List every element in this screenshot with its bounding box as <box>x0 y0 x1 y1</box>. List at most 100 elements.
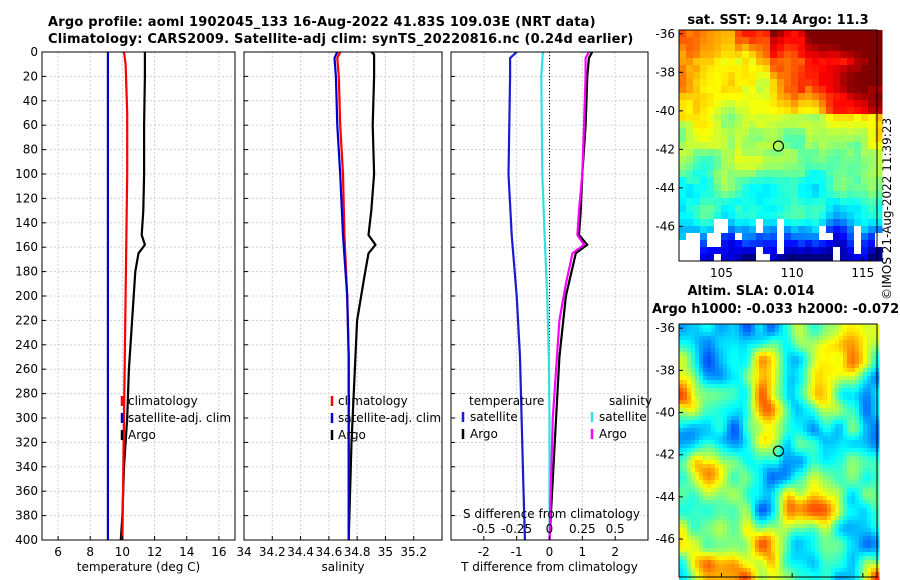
map-cell <box>775 516 780 521</box>
map-cell <box>827 428 832 433</box>
map-cell <box>756 219 763 226</box>
map-cell <box>777 184 785 192</box>
map-cell <box>815 404 820 409</box>
map-cell <box>863 576 868 580</box>
map-cell <box>854 58 862 66</box>
map-cell <box>807 508 812 513</box>
map-cell <box>803 480 808 485</box>
map-cell <box>731 352 736 357</box>
map-cell <box>783 508 788 513</box>
map-cell <box>787 512 792 517</box>
map-cell <box>795 548 800 553</box>
map-cell <box>683 528 688 533</box>
map-cell <box>775 432 780 437</box>
map-cell <box>795 368 800 373</box>
map-cell <box>687 352 692 357</box>
map-cell <box>831 384 836 389</box>
map-cell <box>787 400 792 405</box>
map-cell <box>847 135 855 143</box>
map-cell <box>783 372 788 377</box>
map-cell <box>742 128 750 136</box>
map-cell <box>855 540 860 545</box>
map-cell <box>749 128 757 136</box>
map-cell <box>863 324 868 329</box>
map-cell <box>835 480 840 485</box>
map-cell <box>847 408 852 413</box>
map-cell <box>691 548 696 553</box>
map-cell <box>811 564 816 569</box>
map-cell <box>715 476 720 481</box>
map-cell <box>686 219 694 227</box>
map-cell <box>731 424 736 429</box>
map-cell <box>777 135 785 143</box>
map-cell <box>867 568 872 573</box>
map-cell <box>811 472 816 477</box>
map-cell <box>777 233 784 240</box>
map-cell <box>771 532 776 537</box>
map-cell <box>835 364 840 369</box>
map-cell <box>749 156 757 164</box>
map-cell <box>855 424 860 429</box>
map-cell <box>847 388 852 393</box>
map-cell <box>719 488 724 493</box>
map-cell <box>847 72 855 80</box>
map-cell <box>783 340 788 345</box>
map-cell <box>759 460 764 465</box>
map-cell <box>711 516 716 521</box>
map-cell <box>826 212 834 220</box>
map-cell <box>735 412 740 417</box>
map-cell <box>859 324 864 329</box>
map-cell <box>693 254 700 261</box>
map-cell <box>707 332 712 337</box>
map-cell <box>715 344 720 349</box>
map-cell <box>687 560 692 565</box>
map-cell <box>686 121 694 129</box>
map-cell <box>859 368 864 373</box>
map-cell <box>835 436 840 441</box>
map-cell <box>779 496 784 501</box>
map-cell <box>679 170 687 178</box>
map-cell <box>687 460 692 465</box>
map-cell <box>775 440 780 445</box>
map-cell <box>723 376 728 381</box>
map-cell <box>775 400 780 405</box>
map-cell <box>743 456 748 461</box>
map-cell <box>827 464 832 469</box>
map-cell <box>771 572 776 577</box>
map-cell <box>721 184 729 192</box>
map-cell <box>815 560 820 565</box>
map-cell <box>791 170 799 178</box>
map-cell <box>719 440 724 445</box>
map-cell <box>863 360 868 365</box>
map-cell <box>711 356 716 361</box>
map-cell <box>795 332 800 337</box>
map-cell <box>742 86 750 94</box>
map-cell <box>783 432 788 437</box>
map-cell <box>815 552 820 557</box>
map-cell <box>819 44 827 52</box>
map-cell <box>763 240 771 248</box>
map-cell <box>791 58 799 66</box>
map-cell <box>693 128 701 136</box>
map-cell <box>727 340 732 345</box>
map-cell <box>747 472 752 477</box>
secondary-axis-label: S difference from climatology <box>463 507 640 521</box>
map-cell <box>798 198 806 206</box>
map-cell <box>783 472 788 477</box>
map-cell <box>847 444 852 449</box>
map-cell <box>805 205 813 213</box>
map-cell <box>787 396 792 401</box>
map-cell <box>833 170 841 178</box>
map-cell <box>687 364 692 369</box>
map-cell <box>831 328 836 333</box>
map-cell <box>770 177 778 185</box>
map-cell <box>787 352 792 357</box>
map-cell <box>728 191 736 199</box>
map-cell <box>875 163 883 171</box>
map-cell <box>711 456 716 461</box>
map-cell <box>827 416 832 421</box>
map-cell <box>751 368 756 373</box>
map-cell <box>867 344 872 349</box>
map-cell <box>707 226 715 234</box>
map-cell <box>775 492 780 497</box>
